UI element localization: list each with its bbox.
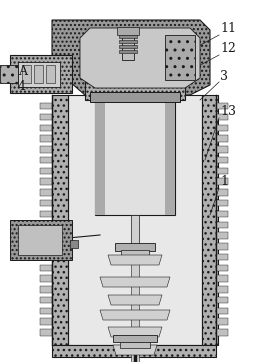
Bar [52,345,216,357]
Bar [122,30,134,60]
Bar [216,286,228,292]
Polygon shape [100,277,170,287]
Bar [10,55,72,93]
Bar [40,222,52,228]
Bar [40,189,52,195]
Bar [40,200,52,206]
Bar [90,92,180,102]
Bar [121,250,149,255]
Bar [119,35,137,38]
Polygon shape [108,255,162,265]
Bar [216,168,228,174]
Text: A: A [18,65,27,78]
Bar [40,286,52,292]
Bar [119,50,137,53]
Bar [40,114,52,120]
Bar [40,146,52,152]
Bar [216,125,228,131]
Bar [216,146,228,152]
Bar [131,243,139,362]
Bar [202,95,218,345]
Bar [85,82,185,100]
Bar [216,297,228,303]
Bar [216,157,228,163]
Bar [52,95,68,345]
Bar [216,254,228,260]
Bar [216,308,228,314]
Bar [18,225,62,255]
Bar [40,103,52,109]
Bar [18,62,60,87]
Bar [40,329,52,336]
Bar [46,65,55,83]
Polygon shape [52,20,210,95]
Bar [119,40,137,43]
Bar [95,100,105,215]
Bar [216,178,228,185]
Bar [216,243,228,249]
Bar [95,100,175,215]
Bar [68,95,202,345]
Bar [40,232,52,239]
Text: 1: 1 [220,175,228,188]
Bar [40,211,52,217]
Bar [165,35,195,80]
Bar [131,215,139,245]
Bar [165,100,175,215]
Bar [40,275,52,282]
Bar [34,65,43,83]
Polygon shape [100,310,170,320]
Bar [40,168,52,174]
Bar [216,135,228,142]
Bar [40,135,52,142]
Bar [40,308,52,314]
Bar [216,103,228,109]
Bar [40,243,52,249]
Bar [70,240,78,248]
Bar [216,114,228,120]
Bar [115,243,155,251]
Bar [22,65,31,83]
Polygon shape [108,295,162,305]
Bar [216,189,228,195]
Bar [216,329,228,336]
Bar [216,319,228,325]
Bar [40,265,52,271]
Bar [216,232,228,239]
Text: 13: 13 [220,105,236,118]
Bar [40,157,52,163]
Bar [117,27,139,35]
Polygon shape [108,327,162,337]
Bar [40,125,52,131]
Bar [40,254,52,260]
Polygon shape [80,28,200,88]
Bar [216,222,228,228]
Polygon shape [113,345,157,355]
Bar [216,211,228,217]
Bar [119,45,137,48]
Text: 3: 3 [220,70,228,83]
Bar [10,220,72,260]
Bar [216,265,228,271]
Text: 12: 12 [220,42,236,55]
Bar [40,178,52,185]
Bar [216,200,228,206]
Bar [40,319,52,325]
Text: 4: 4 [18,80,26,93]
Text: 11: 11 [220,22,236,35]
Bar [40,297,52,303]
Bar [113,335,157,342]
Bar [120,342,150,348]
Bar [0,65,18,83]
Bar [216,275,228,282]
